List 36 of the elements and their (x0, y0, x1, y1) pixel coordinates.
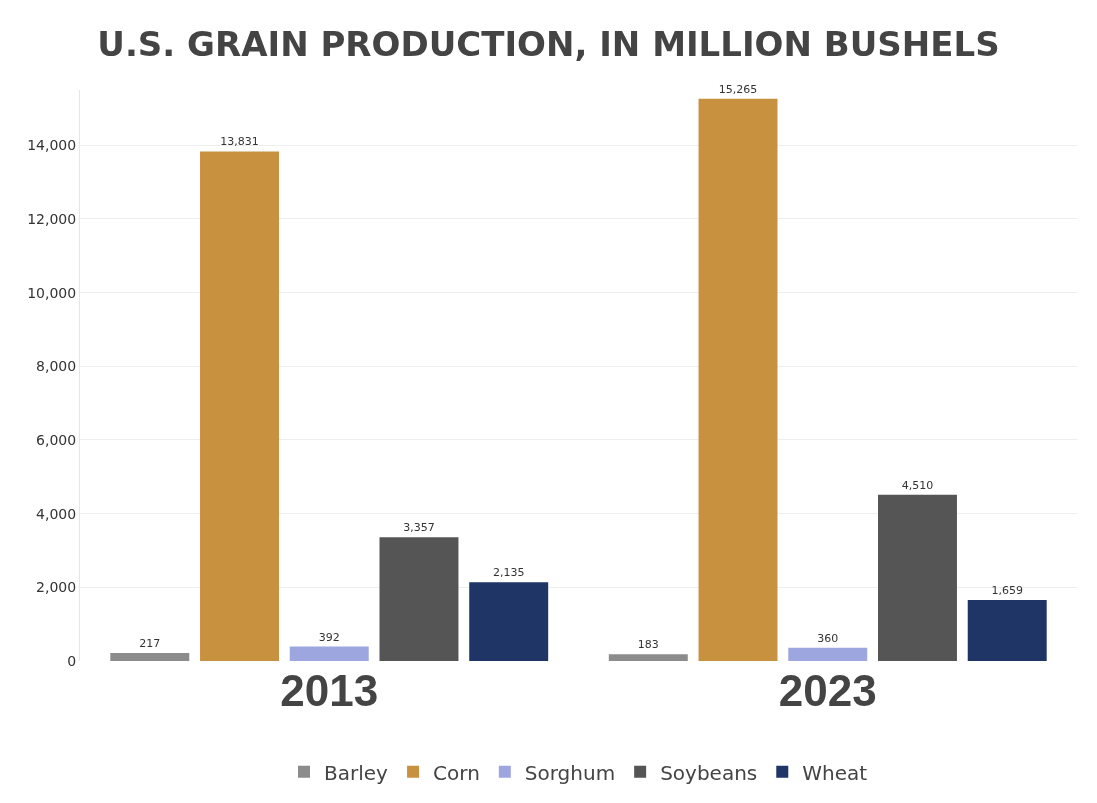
bar (608, 654, 688, 661)
bar (967, 599, 1047, 661)
bar (289, 646, 369, 661)
y-tick-label: 12,000 (27, 210, 77, 227)
bar (200, 151, 279, 661)
data-label: 4,510 (901, 478, 934, 492)
legend-label: Sorghum (524, 760, 616, 785)
data-label: 15,265 (718, 82, 758, 96)
data-label: 3,357 (403, 521, 435, 535)
bar (379, 537, 459, 661)
bar (878, 494, 957, 661)
y-tick-label: 14,000 (27, 137, 77, 154)
bar (788, 647, 868, 661)
data-label: 392 (318, 630, 340, 644)
bar (110, 653, 190, 661)
legend-label: Corn (433, 760, 480, 785)
y-tick-label: 6,000 (36, 431, 77, 448)
bar (469, 582, 549, 661)
data-label: 360 (817, 631, 839, 645)
data-label: 217 (139, 637, 161, 651)
data-label: 2,135 (492, 566, 525, 580)
legend-label: Barley (324, 760, 389, 785)
data-label: 13,831 (220, 135, 259, 149)
y-tick-label: 0 (67, 652, 77, 669)
legend-label: Soybeans (660, 760, 758, 785)
data-label: 183 (637, 638, 659, 652)
legend-label: Wheat (802, 760, 868, 785)
y-tick-label: 4,000 (36, 505, 77, 522)
y-tick-label: 2,000 (36, 579, 77, 596)
bar (698, 98, 778, 661)
x-tick-label: 2023 (778, 666, 877, 715)
data-label: 1,659 (991, 583, 1023, 597)
y-tick-label: 8,000 (36, 358, 77, 375)
y-tick-label: 10,000 (27, 284, 77, 301)
chart-title: U.S. GRAIN PRODUCTION, IN MILLION BUSHELS (97, 23, 1000, 64)
x-tick-label: 2013 (280, 666, 379, 715)
